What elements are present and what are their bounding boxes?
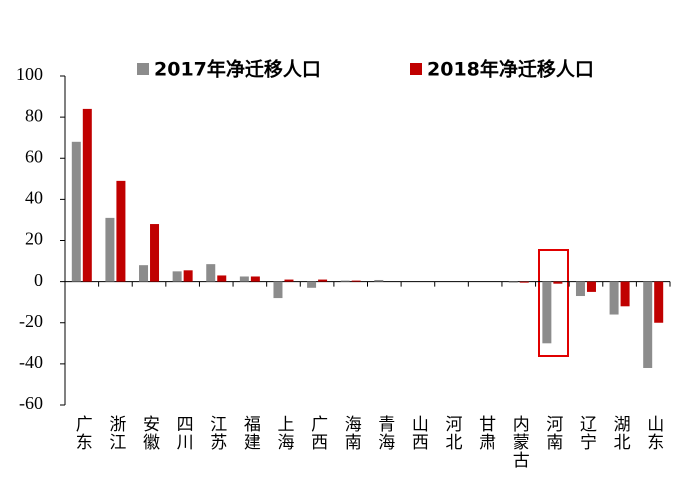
x-tick-label: 上海 [273, 415, 294, 451]
y-tick-label: 40 [25, 188, 43, 208]
bar [351, 280, 361, 282]
y-tick-label: 60 [25, 146, 43, 166]
y-tick-label: -40 [19, 352, 43, 372]
x-tick-label: 山西 [408, 415, 428, 451]
x-tick-label: 河南 [542, 415, 563, 451]
y-tick-label: 80 [25, 105, 43, 125]
y-tick-label: -60 [19, 393, 43, 413]
bar [575, 281, 585, 297]
x-tick-label: 四川 [173, 415, 194, 451]
x-tick-label: 辽宁 [576, 415, 597, 451]
x-tick-label: 海南 [341, 415, 362, 451]
x-tick-label: 福建 [240, 415, 261, 451]
legend-swatch [410, 63, 422, 75]
x-tick-label: 甘肃 [475, 415, 496, 451]
x-tick-label: 江苏 [206, 415, 227, 451]
bar [374, 279, 384, 282]
legend-swatch [137, 63, 149, 75]
bar [239, 276, 249, 282]
x-tick-label: 广西 [307, 415, 328, 451]
x-tick-label: 内蒙古 [509, 415, 530, 469]
bar [654, 281, 664, 323]
legend-label: 2017年净迁移人口 [154, 58, 321, 81]
bar [105, 217, 115, 282]
bar [586, 281, 596, 292]
bar [609, 281, 619, 315]
bar [643, 281, 653, 368]
legend-label: 2018年净迁移人口 [427, 58, 594, 81]
bar [620, 281, 630, 307]
x-tick-label: 河北 [442, 415, 463, 451]
bar [340, 280, 350, 282]
bar [82, 108, 92, 282]
bar [250, 276, 260, 282]
bar [217, 275, 227, 282]
y-tick-label: 20 [25, 229, 43, 249]
bar [150, 224, 160, 282]
bar [273, 281, 283, 299]
bar [206, 264, 216, 282]
x-tick-label: 山东 [643, 415, 663, 451]
x-tick-label: 安徽 [139, 415, 160, 451]
y-tick-label: 0 [34, 270, 43, 290]
bar [116, 180, 126, 282]
bar [519, 281, 529, 283]
highlight-box [538, 249, 569, 357]
x-tick-label: 广东 [72, 415, 93, 451]
y-tick-label: 100 [16, 64, 43, 84]
bar [183, 270, 193, 282]
bar [542, 281, 552, 344]
x-tick-label: 青海 [374, 415, 395, 451]
bar [284, 279, 294, 282]
bar [139, 265, 149, 282]
bar [307, 281, 317, 288]
x-tick-label: 湖北 [610, 415, 631, 451]
bar [553, 281, 563, 284]
bar [318, 279, 328, 282]
x-tick-label: 浙江 [105, 415, 126, 451]
bar [508, 281, 518, 283]
bar [172, 271, 182, 282]
y-tick-label: -20 [19, 311, 43, 331]
bar [71, 141, 81, 282]
